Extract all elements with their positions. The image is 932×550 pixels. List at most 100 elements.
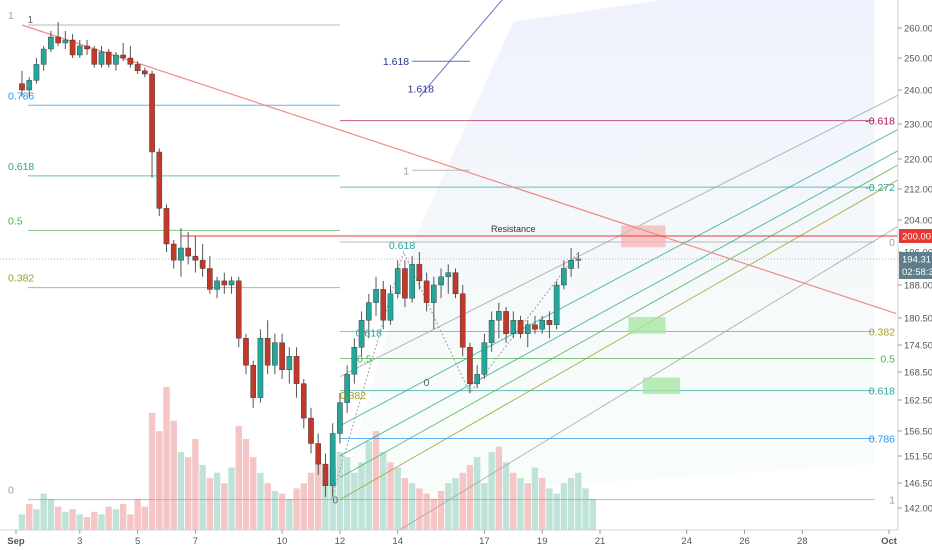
volume-bar [567, 477, 575, 530]
volume-bar [228, 467, 235, 530]
volume-bar [18, 514, 26, 530]
resistance-label: Resistance [491, 224, 536, 234]
volume-bar [473, 457, 481, 530]
fib-inner-label: 0.382 [340, 390, 366, 402]
retracement-level-label: 0.5 [8, 215, 23, 227]
volume-bar [459, 472, 466, 530]
volume-bar [286, 498, 293, 530]
y-tick-label: 230.00 [904, 120, 932, 131]
volume-bar [221, 483, 228, 530]
resistance-price-tag: 200.00 [899, 229, 932, 243]
x-tick-label: 17 [479, 536, 490, 547]
extension-level-label: 0 [889, 237, 895, 249]
highlight-zone [628, 317, 666, 334]
x-tick-label: 7 [193, 536, 198, 547]
y-tick-label: 174.50 [904, 341, 932, 352]
candle-body [300, 383, 307, 419]
volume-bar [437, 490, 445, 530]
x-tick-label: 10 [277, 536, 288, 547]
candle-body [192, 255, 199, 261]
retracement-level-label: 0 [8, 485, 14, 497]
fib-inner-label: 0 [424, 377, 430, 389]
wave-label: 0 [332, 496, 338, 507]
candle-body [351, 347, 358, 375]
volume-bar [192, 438, 199, 530]
candle-body [178, 247, 184, 261]
candle-body [286, 356, 293, 370]
candle-body [394, 268, 401, 294]
candle-body [235, 280, 242, 339]
candle-body [532, 324, 538, 330]
channel-line [339, 179, 898, 501]
candle-body [40, 48, 47, 65]
volume-bar [91, 511, 98, 530]
candle-body [293, 356, 300, 384]
volume-bar [148, 412, 156, 530]
volume-bar [343, 457, 351, 530]
candlesticks [19, 22, 582, 497]
candle-body [539, 320, 545, 330]
retracement-level-label: 0.618 [8, 161, 34, 173]
volume-bar [83, 516, 91, 530]
volume-bar [553, 493, 560, 530]
fib-inner-label: 0.5 [357, 354, 372, 366]
fibonacci-levels: 10.7860.6180.50.38201.618-0.6181-0.27200… [8, 10, 895, 507]
volume-bar [387, 462, 394, 530]
candle-body [134, 64, 141, 72]
x-tick-label: Oct [881, 536, 898, 547]
volume-bar [531, 467, 539, 530]
candle-body [33, 64, 40, 81]
candle-body [250, 365, 257, 398]
volume-bar [26, 503, 33, 530]
volume-bar [47, 498, 55, 530]
wave-path-line [330, 250, 579, 500]
candle-body [423, 280, 430, 303]
candle-body [76, 45, 83, 56]
volume-bars [18, 386, 596, 530]
candle-body [221, 280, 228, 286]
volume-bar [69, 509, 76, 530]
y-axis[interactable]: 260.00 250.00 240.00 230.00 220.00 212.00 204.… [897, 0, 932, 530]
candle-body [120, 54, 126, 59]
candle-body [474, 374, 480, 384]
volume-bar [127, 514, 134, 530]
candle-body [366, 302, 372, 321]
y-tick-label: 156.50 [904, 427, 932, 438]
x-axis[interactable]: Sep 3 5 7 10 12 14 17 19 21 24 26 28 Oct [0, 529, 898, 547]
candle-body [459, 293, 466, 348]
y-tick-label: 204.00 [904, 216, 932, 227]
candle-body [19, 83, 25, 91]
x-tick-label: 3 [77, 536, 82, 547]
candle-body [322, 463, 329, 486]
volume-bar [401, 477, 409, 530]
volume-bar [119, 503, 127, 530]
candle-body [279, 342, 285, 370]
x-tick-label: 12 [335, 536, 346, 547]
candle-body [524, 324, 531, 334]
volume-bar [495, 446, 503, 530]
volume-bar [206, 477, 214, 530]
volume-bar [62, 511, 69, 530]
volume-bar [300, 483, 307, 530]
volume-bar [315, 462, 322, 530]
y-tick-label: 260.00 [904, 24, 932, 35]
candle-body [546, 320, 553, 325]
candle-body [69, 39, 76, 56]
volume-bar [250, 457, 257, 530]
volume-bar [430, 498, 438, 530]
volume-bar [271, 490, 279, 530]
extension-level-label: 1 [403, 165, 409, 177]
y-tick-label: 240.00 [904, 86, 932, 97]
highlight-zone [642, 377, 680, 394]
candle-body [163, 208, 170, 245]
volume-bar [408, 483, 416, 530]
fib-inner-label: 1.618 [408, 84, 434, 96]
candle-body [228, 280, 235, 286]
x-tick-label: 21 [595, 536, 606, 547]
extension-level-label: -0.272 [865, 182, 895, 194]
candle-body [358, 320, 365, 348]
candle-body [337, 402, 343, 434]
candle-body [503, 311, 509, 334]
